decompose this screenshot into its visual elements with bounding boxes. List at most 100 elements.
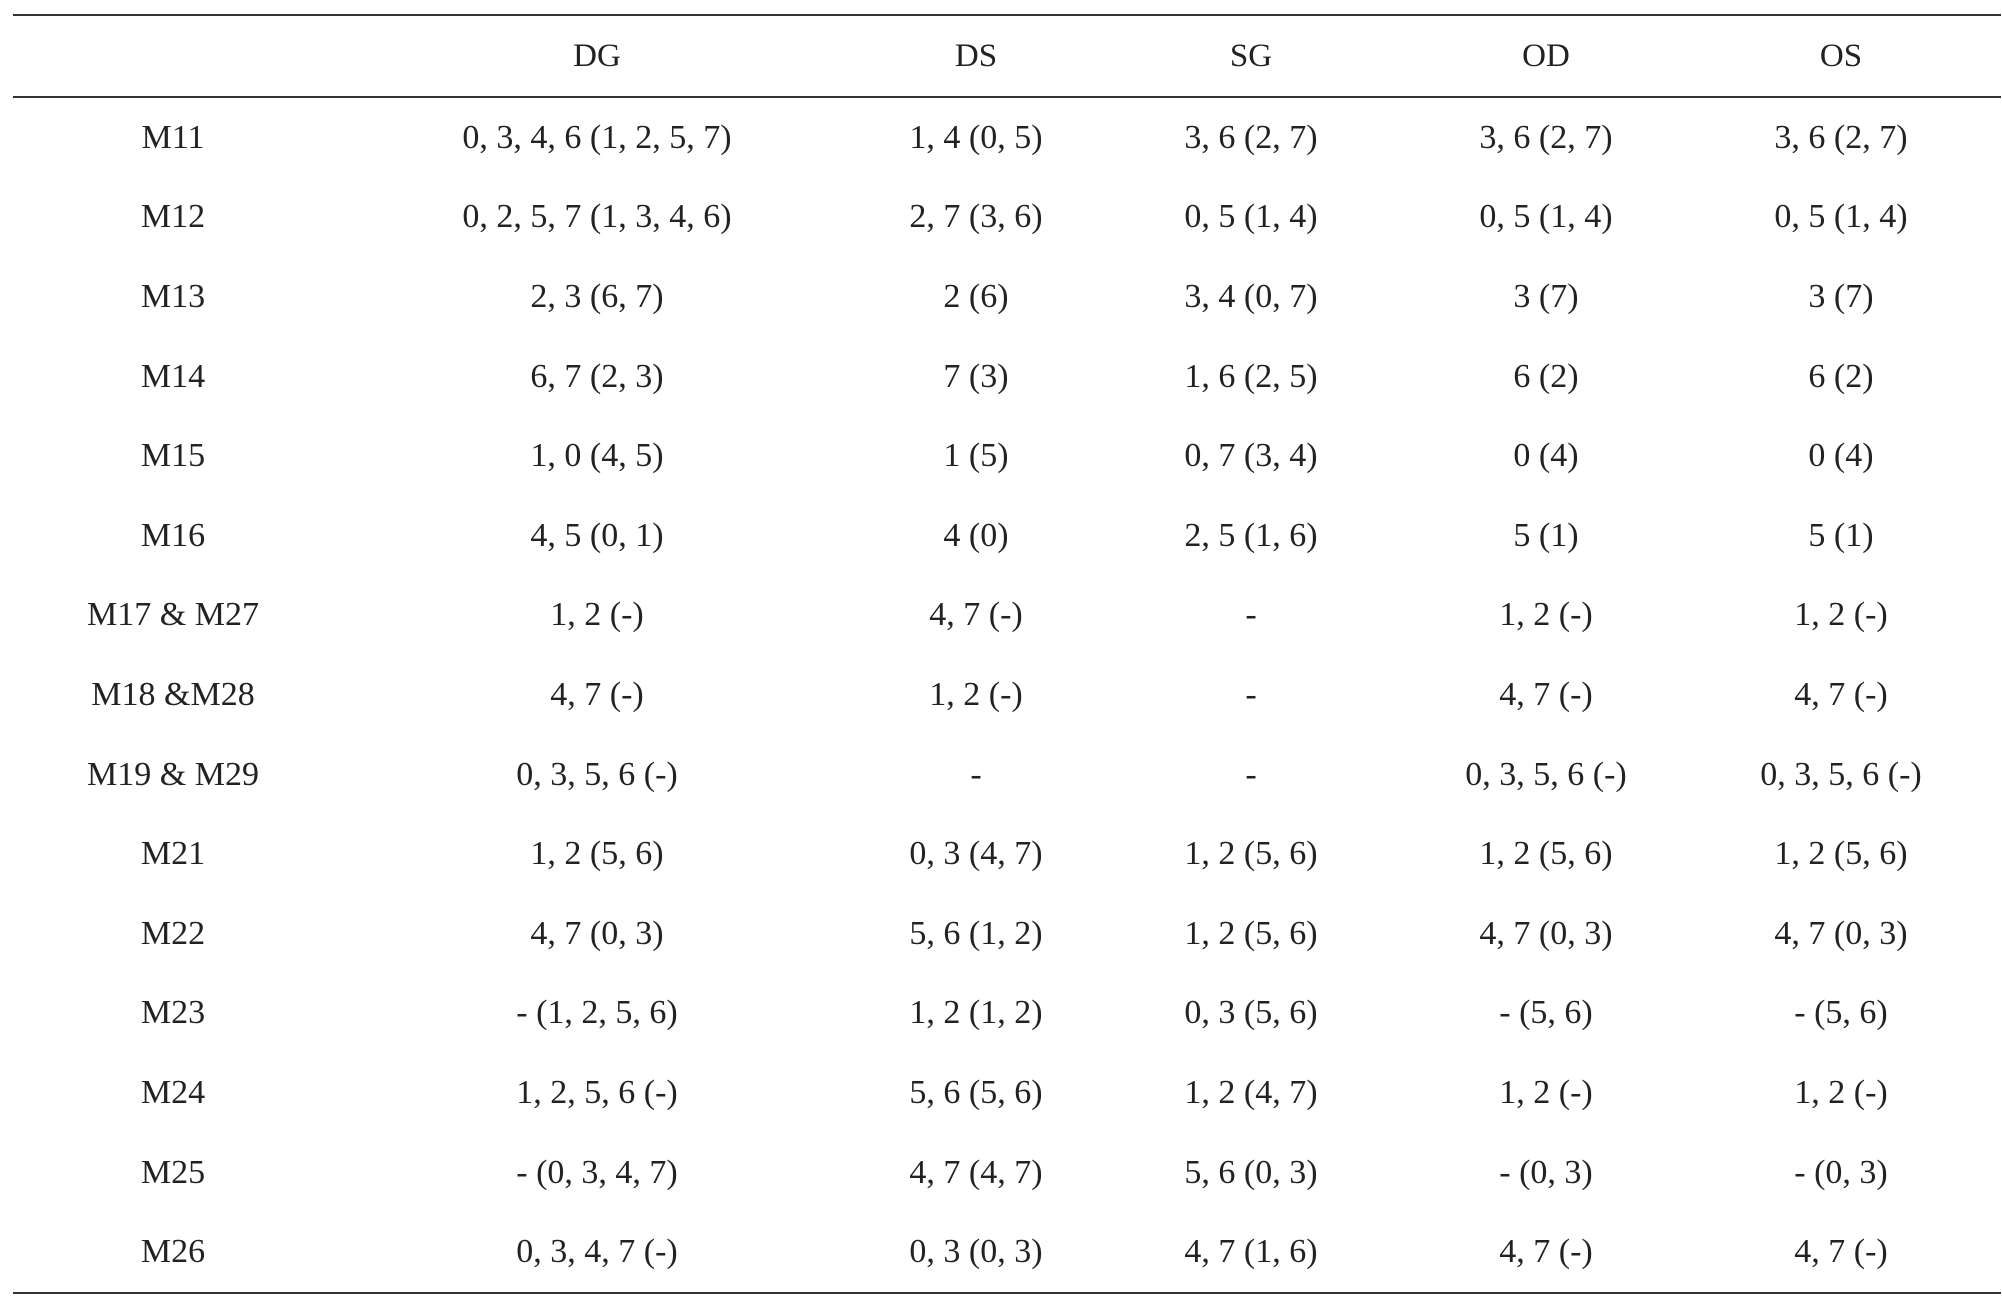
sg-cell: 1, 2 (4, 7) [1184, 1073, 1318, 1111]
row-label-cell: M22 [140, 914, 206, 952]
dg-cell: 1, 2 (5, 6) [530, 835, 664, 873]
table-row: M26 0, 3, 4, 7 (-) 0, 3 (0, 3) 4, 7 (1, … [13, 1212, 2001, 1293]
dg-cell: 2, 3 (6, 7) [530, 277, 664, 315]
ds-cell: 4 (0) [943, 516, 1009, 554]
ds-cell: 0, 3 (0, 3) [909, 1233, 1043, 1271]
row-label-cell: M19 & M29 [87, 755, 259, 793]
ds-cell: 4, 7 (-) [929, 596, 1023, 634]
dg-cell: 1, 2 (-) [550, 596, 644, 634]
sg-cell: 3, 4 (0, 7) [1184, 277, 1318, 315]
os-cell: 1, 2 (-) [1794, 596, 1888, 634]
table-row: M18 &M28 4, 7 (-) 1, 2 (-) - 4, 7 (-) 4,… [13, 655, 2001, 735]
row-label-cell: M25 [140, 1153, 206, 1191]
sg-cell: 0, 7 (3, 4) [1184, 437, 1318, 475]
table-header: DG DS SG OD OS [13, 15, 2001, 97]
ds-cell: - [970, 755, 982, 793]
sg-cell: 2, 5 (1, 6) [1184, 516, 1318, 554]
os-cell: - (5, 6) [1794, 994, 1888, 1032]
os-cell: 3, 6 (2, 7) [1774, 118, 1908, 156]
od-cell: 3, 6 (2, 7) [1479, 118, 1613, 156]
dg-cell: 1, 2, 5, 6 (-) [516, 1073, 678, 1111]
sg-cell: 4, 7 (1, 6) [1184, 1233, 1318, 1271]
od-cell: 0 (4) [1513, 437, 1579, 475]
od-cell: - (0, 3) [1499, 1153, 1593, 1191]
table-row: M19 & M29 0, 3, 5, 6 (-) - - 0, 3, 5, 6 … [13, 735, 2001, 815]
ds-cell: 2, 7 (3, 6) [909, 198, 1043, 236]
sg-cell: 0, 5 (1, 4) [1184, 198, 1318, 236]
data-table-container: DG DS SG OD OS M11 0, 3, 4, 6 (1, 2, 5, … [13, 14, 2001, 1294]
os-cell: 6 (2) [1808, 357, 1874, 395]
table-row: M15 1, 0 (4, 5) 1 (5) 0, 7 (3, 4) 0 (4) … [13, 416, 2001, 496]
sg-cell: - [1245, 755, 1257, 793]
dg-cell: 1, 0 (4, 5) [530, 437, 664, 475]
ds-cell: 1, 2 (-) [929, 675, 1023, 713]
od-cell: 1, 2 (-) [1499, 596, 1593, 634]
ds-cell: 1, 4 (0, 5) [909, 118, 1043, 156]
os-cell: 0 (4) [1808, 437, 1874, 475]
od-cell: 0, 5 (1, 4) [1479, 198, 1613, 236]
od-cell: 5 (1) [1513, 516, 1579, 554]
header-cell-row-label [13, 15, 333, 97]
row-label-cell: M14 [140, 357, 206, 395]
header-cell-os: OS [1819, 37, 1863, 74]
table-row: M24 1, 2, 5, 6 (-) 5, 6 (5, 6) 1, 2 (4, … [13, 1053, 2001, 1133]
table-row: M17 & M27 1, 2 (-) 4, 7 (-) - 1, 2 (-) 1… [13, 576, 2001, 656]
header-row: DG DS SG OD OS [13, 15, 2001, 97]
table-body: M11 0, 3, 4, 6 (1, 2, 5, 7) 1, 4 (0, 5) … [13, 97, 2001, 1293]
dg-cell: 4, 7 (-) [550, 675, 644, 713]
row-label-cell: M16 [140, 516, 206, 554]
table-row: M25 - (0, 3, 4, 7) 4, 7 (4, 7) 5, 6 (0, … [13, 1133, 2001, 1213]
sg-cell: - [1245, 675, 1257, 713]
os-cell: 4, 7 (0, 3) [1774, 914, 1908, 952]
ds-cell: 5, 6 (1, 2) [909, 914, 1043, 952]
ds-cell: 1 (5) [943, 437, 1009, 475]
sg-cell: - [1245, 596, 1257, 634]
dg-cell: 0, 3, 4, 6 (1, 2, 5, 7) [462, 118, 732, 156]
od-cell: 4, 7 (-) [1499, 1233, 1593, 1271]
row-label-cell: M23 [140, 994, 206, 1032]
table-row: M12 0, 2, 5, 7 (1, 3, 4, 6) 2, 7 (3, 6) … [13, 178, 2001, 258]
ds-cell: 5, 6 (5, 6) [909, 1073, 1043, 1111]
sg-cell: 1, 6 (2, 5) [1184, 357, 1318, 395]
dg-cell: - (0, 3, 4, 7) [516, 1153, 678, 1191]
sg-cell: 1, 2 (5, 6) [1184, 835, 1318, 873]
sg-cell: 3, 6 (2, 7) [1184, 118, 1318, 156]
table-row: M16 4, 5 (0, 1) 4 (0) 2, 5 (1, 6) 5 (1) … [13, 496, 2001, 576]
od-cell: 3 (7) [1513, 277, 1579, 315]
os-cell: 3 (7) [1808, 277, 1874, 315]
table-row: M14 6, 7 (2, 3) 7 (3) 1, 6 (2, 5) 6 (2) … [13, 337, 2001, 417]
dg-cell: 6, 7 (2, 3) [530, 357, 664, 395]
row-label-cell: M13 [140, 277, 206, 315]
header-cell-ds: DS [954, 37, 998, 74]
os-cell: 4, 7 (-) [1794, 1233, 1888, 1271]
row-label-cell: M24 [140, 1073, 206, 1111]
od-cell: - (5, 6) [1499, 994, 1593, 1032]
od-cell: 6 (2) [1513, 357, 1579, 395]
row-label-cell: M18 &M28 [91, 675, 255, 713]
ds-cell: 0, 3 (4, 7) [909, 835, 1043, 873]
os-cell: 0, 5 (1, 4) [1774, 198, 1908, 236]
od-cell: 0, 3, 5, 6 (-) [1465, 755, 1627, 793]
os-cell: 4, 7 (-) [1794, 675, 1888, 713]
ds-cell: 2 (6) [943, 277, 1009, 315]
sg-cell: 1, 2 (5, 6) [1184, 914, 1318, 952]
header-cell-sg: SG [1229, 37, 1273, 74]
table-row: M13 2, 3 (6, 7) 2 (6) 3, 4 (0, 7) 3 (7) … [13, 257, 2001, 337]
sg-cell: 0, 3 (5, 6) [1184, 994, 1318, 1032]
row-label-cell: M11 [141, 118, 205, 156]
dg-cell: - (1, 2, 5, 6) [516, 994, 678, 1032]
dg-cell: 4, 5 (0, 1) [530, 516, 664, 554]
row-label-cell: M15 [140, 437, 206, 475]
table-row: M21 1, 2 (5, 6) 0, 3 (4, 7) 1, 2 (5, 6) … [13, 814, 2001, 894]
table-row: M22 4, 7 (0, 3) 5, 6 (1, 2) 1, 2 (5, 6) … [13, 894, 2001, 974]
row-label-cell: M26 [140, 1233, 206, 1271]
table-row: M23 - (1, 2, 5, 6) 1, 2 (1, 2) 0, 3 (5, … [13, 974, 2001, 1054]
od-cell: 4, 7 (0, 3) [1479, 914, 1613, 952]
os-cell: 5 (1) [1808, 516, 1874, 554]
dg-cell: 0, 3, 5, 6 (-) [516, 755, 678, 793]
row-label-cell: M12 [140, 198, 206, 236]
dg-cell: 4, 7 (0, 3) [530, 914, 664, 952]
ds-cell: 4, 7 (4, 7) [909, 1153, 1043, 1191]
os-cell: - (0, 3) [1794, 1153, 1888, 1191]
data-table: DG DS SG OD OS M11 0, 3, 4, 6 (1, 2, 5, … [13, 14, 2001, 1294]
